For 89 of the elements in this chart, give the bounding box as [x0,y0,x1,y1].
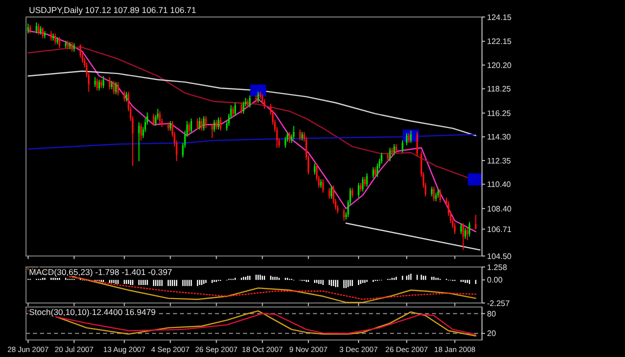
candlestick [366,172,368,188]
y-tick-label: 124.15 [487,12,512,22]
candlestick [372,166,374,179]
candlestick [216,119,218,130]
candlestick [466,228,468,241]
candlestick [170,120,172,132]
candlestick [98,79,100,92]
candlestick [374,166,376,178]
candlestick [380,152,382,164]
candlestick [213,119,216,132]
candlestick [94,76,96,88]
y-tick-label: 112.35 [487,156,512,166]
candlestick [462,222,464,250]
candlestick [126,91,128,102]
candlestick [460,222,462,235]
y-tick-label: 1.258 [487,262,508,272]
candlestick [330,184,332,200]
candlestick [117,82,119,96]
candlestick [140,122,142,141]
candlestick [234,102,236,117]
candlestick [113,80,115,95]
candlestick [410,130,412,144]
candlestick [38,23,40,36]
y-tick-label: 120.20 [487,60,512,70]
candlestick [389,147,391,162]
y-tick-label: 106.71 [487,224,512,234]
candlestick [284,136,286,148]
candlestick [431,186,433,197]
point [250,84,266,97]
candlestick [322,178,324,194]
candlestick [242,101,244,114]
candlestick [406,132,408,146]
candlestick [71,41,73,52]
candlestick [205,116,207,129]
candlestick [190,118,192,134]
candlestick [27,23,29,34]
candlestick [50,30,52,42]
candlestick [416,131,418,157]
candlestick [358,182,360,198]
y-tick-label: 122.15 [487,37,512,46]
candlestick [108,76,110,90]
candlestick [211,122,213,139]
y-tick-label: 20 [487,329,496,338]
y-tick-label: 116.25 [487,108,512,118]
candlestick [328,187,330,200]
candlestick [36,22,38,34]
candlestick [138,122,140,162]
candlestick [58,36,60,49]
line-series [27,70,476,136]
y-tick-label: 114.30 [487,132,512,142]
candlestick [220,116,222,132]
candlestick [299,129,301,141]
y-tick-label: 118.25 [487,84,512,94]
y-tick-label: -2.257 [487,298,510,308]
candlestick [393,144,395,156]
candlestick [464,228,466,240]
candlestick [257,91,259,104]
candlestick [402,140,404,154]
candlestick [152,113,154,126]
y-tick-label: 80 [487,309,496,318]
candlestick [343,208,345,222]
y-tick-label: 0.00 [487,276,504,285]
candlestick [42,26,44,39]
candlestick [362,176,364,192]
candlestick [188,122,190,134]
candlestick [408,132,410,144]
candlestick [200,118,203,132]
candlestick [198,116,200,130]
candlestick [203,116,205,132]
candlestick [439,188,441,203]
candlestick [159,110,161,124]
y-tick-label: 104.50 [487,252,512,261]
candlestick [115,82,117,95]
candlestick [288,131,290,144]
chart-title: USDJPY,Daily 107.12 107.89 106.71 106.71 [29,5,196,15]
candlestick [80,44,82,58]
candlestick [124,90,126,102]
candlestick [474,214,477,230]
candlestick [292,125,295,140]
candlestick [454,222,456,235]
candlestick [314,163,316,176]
y-tick-label: 108.40 [487,204,512,214]
candlestick [102,75,104,89]
candlestick [433,186,435,202]
y-tick-label: 110.40 [487,180,512,190]
candlestick [468,221,470,238]
candlestick [196,118,198,130]
candlestick [240,102,242,114]
candlestick [54,32,56,45]
